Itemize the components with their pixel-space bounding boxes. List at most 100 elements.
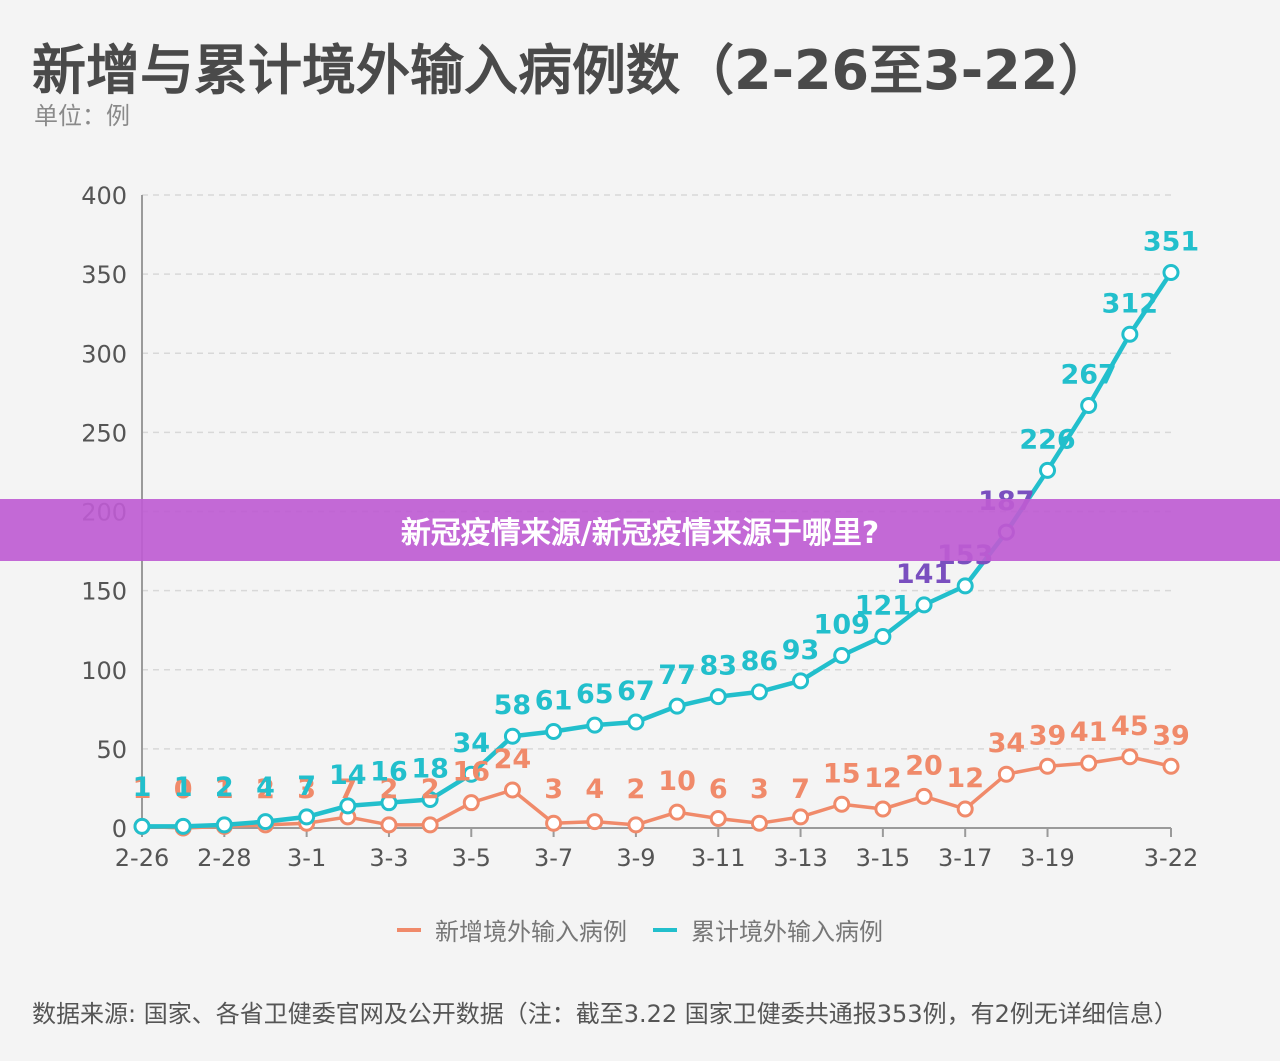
data-point (874, 800, 892, 818)
legend-swatch-cumulative (653, 927, 677, 932)
x-tick-label: 3-19 (1020, 844, 1074, 872)
data-label: 226 (1019, 424, 1075, 455)
data-point (462, 794, 480, 812)
data-label: 15 (823, 758, 861, 789)
data-point (339, 797, 357, 815)
overlay-banner[interactable]: 新冠疫情来源/新冠疫情来源于哪里? (0, 499, 1280, 561)
data-label: 2 (421, 774, 440, 805)
data-label: 2 (380, 774, 399, 805)
data-label: 65 (576, 679, 614, 710)
x-tick-label: 3-5 (452, 844, 491, 872)
data-label: 7 (791, 774, 810, 805)
data-point (1162, 264, 1180, 282)
data-point (462, 765, 480, 783)
legend-label-new: 新增境外输入病例 (435, 918, 627, 946)
data-point (792, 808, 810, 826)
legend-swatch-new (397, 927, 421, 932)
x-tick-label: 2-26 (115, 844, 169, 872)
data-point (421, 791, 439, 809)
data-point (1039, 461, 1057, 479)
data-point (545, 814, 563, 832)
data-label: 16 (452, 757, 490, 788)
data-label: 34 (452, 728, 490, 759)
data-point (380, 794, 398, 812)
x-tick-label: 3-15 (856, 844, 910, 872)
data-point (668, 803, 686, 821)
data-point (874, 628, 892, 646)
data-label: 4 (256, 772, 275, 803)
legend: 新增境外输入病例 累计境外输入病例 (0, 912, 1280, 947)
data-label: 7 (297, 771, 316, 802)
x-tick-label: 3-11 (691, 844, 745, 872)
data-label: 45 (1111, 711, 1149, 742)
data-label: 141 (896, 559, 952, 590)
data-point (915, 787, 933, 805)
x-tick-label: 3-1 (287, 844, 326, 872)
data-label: 93 (782, 635, 820, 666)
data-point (627, 816, 645, 834)
data-point (750, 683, 768, 701)
data-point (627, 713, 645, 731)
data-label: 109 (814, 610, 870, 641)
data-label: 67 (617, 676, 655, 707)
data-point (586, 813, 604, 831)
chart-title: 新增与累计境外输入病例数（2-26至3-22） (32, 39, 1113, 102)
data-label: 3 (544, 774, 563, 805)
data-point (997, 765, 1015, 783)
data-label: 1 (215, 774, 234, 805)
y-tick-label: 400 (81, 182, 127, 210)
data-label: 121 (855, 591, 911, 622)
data-point (833, 795, 851, 813)
data-point (421, 816, 439, 834)
legend-item-cumulative: 累计境外输入病例 (653, 912, 883, 947)
data-label: 351 (1143, 227, 1199, 258)
data-point (380, 816, 398, 834)
data-label: 39 (1152, 720, 1190, 751)
data-label: 12 (946, 763, 984, 794)
data-point (915, 596, 933, 614)
data-label: 6 (709, 774, 728, 805)
data-point (1121, 748, 1139, 766)
data-label: 83 (699, 651, 737, 682)
data-label: 86 (741, 646, 779, 677)
data-point (1039, 757, 1057, 775)
data-point (709, 810, 727, 828)
banner-text[interactable]: 新冠疫情来源/新冠疫情来源于哪里? (400, 516, 880, 551)
data-label: 267 (1060, 359, 1116, 390)
data-label: 3 (750, 774, 769, 805)
y-tick-label: 350 (81, 261, 127, 289)
data-label: 4 (585, 774, 604, 805)
data-point (586, 716, 604, 734)
data-label: 14 (329, 760, 367, 791)
data-point (503, 781, 521, 799)
data-label: 312 (1102, 288, 1158, 319)
data-point (1121, 325, 1139, 343)
x-tick-label: 3-22 (1144, 844, 1198, 872)
data-label: 2 (627, 774, 646, 805)
y-tick-label: 300 (81, 340, 127, 368)
data-label: 10 (658, 766, 696, 797)
data-point (133, 817, 151, 835)
x-tick-label: 2-28 (197, 844, 251, 872)
x-tick-label: 3-9 (616, 844, 655, 872)
data-label: 41 (1070, 717, 1108, 748)
data-point (503, 727, 521, 745)
data-label: 16 (370, 757, 408, 788)
data-label: 3 (297, 774, 316, 805)
data-point (792, 672, 810, 690)
data-label: 39 (1029, 720, 1067, 751)
data-point (668, 697, 686, 715)
legend-label-cumulative: 累计境外输入病例 (691, 918, 883, 946)
data-label: 34 (988, 728, 1026, 759)
axes: 0501001502002503003504002-262-283-13-33-… (81, 182, 1198, 872)
data-label: 61 (535, 685, 573, 716)
x-tick-label: 3-3 (369, 844, 408, 872)
data-point (1162, 757, 1180, 775)
legend-item-new: 新增境外输入病例 (397, 912, 627, 947)
data-point (174, 817, 192, 835)
x-tick-label: 3-7 (534, 844, 573, 872)
data-label: 2 (215, 772, 234, 803)
data-point (833, 647, 851, 665)
x-tick-label: 3-17 (938, 844, 992, 872)
